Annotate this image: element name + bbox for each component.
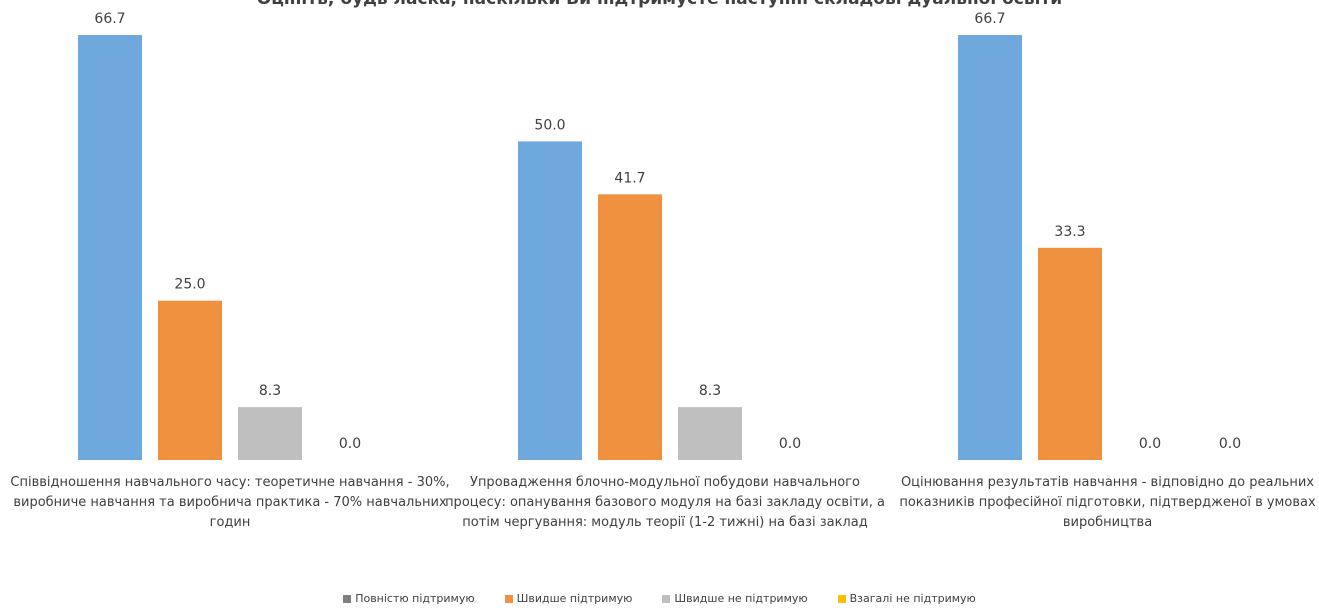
bar-0-2 [238, 407, 302, 460]
legend-item-0: Повністю підтримую [343, 592, 475, 605]
legend-label-0: Повністю підтримую [355, 592, 475, 605]
data-label-0-3: 0.0 [339, 436, 361, 452]
data-label-0-2: 8.3 [259, 383, 281, 399]
legend-label-2: Швидше не підтримую [674, 592, 808, 605]
legend: Повністю підтримую Швидше підтримую Швид… [0, 592, 1319, 605]
legend-label-3: Взагалі не підтримую [849, 592, 976, 605]
legend-swatch-1 [504, 594, 513, 603]
data-label-1-3: 0.0 [779, 436, 801, 452]
data-label-1-2: 8.3 [699, 383, 721, 399]
bar-0-0 [78, 35, 142, 460]
bar-2-1 [1038, 247, 1102, 460]
bar-1-0 [518, 141, 582, 460]
legend-item-3: Взагалі не підтримую [837, 592, 976, 605]
bars-group [78, 35, 1102, 460]
data-label-2-3: 0.0 [1219, 436, 1241, 452]
legend-item-2: Швидше не підтримую [662, 592, 808, 605]
data-label-1-1: 41.7 [614, 170, 645, 186]
bar-1-2 [678, 407, 742, 460]
data-labels-group: 66.7 25.0 8.3 0.0 50.0 41.7 8.3 0.0 66.7 33.3 0.0 0… [94, 11, 1241, 452]
legend-swatch-0 [343, 594, 352, 603]
chart-title: Оцініть, будь ласка, наскільки Ви підтри… [257, 0, 1062, 9]
legend-swatch-2 [662, 594, 671, 603]
legend-swatch-3 [837, 594, 846, 603]
data-label-2-1: 33.3 [1054, 224, 1085, 240]
data-label-0-1: 25.0 [174, 277, 205, 293]
legend-label-1: Швидше підтримую [516, 592, 633, 605]
data-label-1-0: 50.0 [534, 117, 565, 133]
category-label-0: Співвідношення навчального часу: теорети… [10, 475, 450, 530]
bar-2-0 [958, 35, 1022, 460]
data-label-2-0: 66.7 [974, 11, 1005, 27]
data-label-0-0: 66.7 [94, 11, 125, 27]
category-label-1: Упровадження блочно-модульної побудови н… [445, 475, 885, 530]
category-label-2: Оцінювання результатів навчання - відпов… [899, 475, 1316, 530]
bar-1-1 [598, 194, 662, 460]
data-label-2-2: 0.0 [1139, 436, 1161, 452]
legend-item-1: Швидше підтримую [504, 592, 633, 605]
bar-0-1 [158, 300, 222, 460]
